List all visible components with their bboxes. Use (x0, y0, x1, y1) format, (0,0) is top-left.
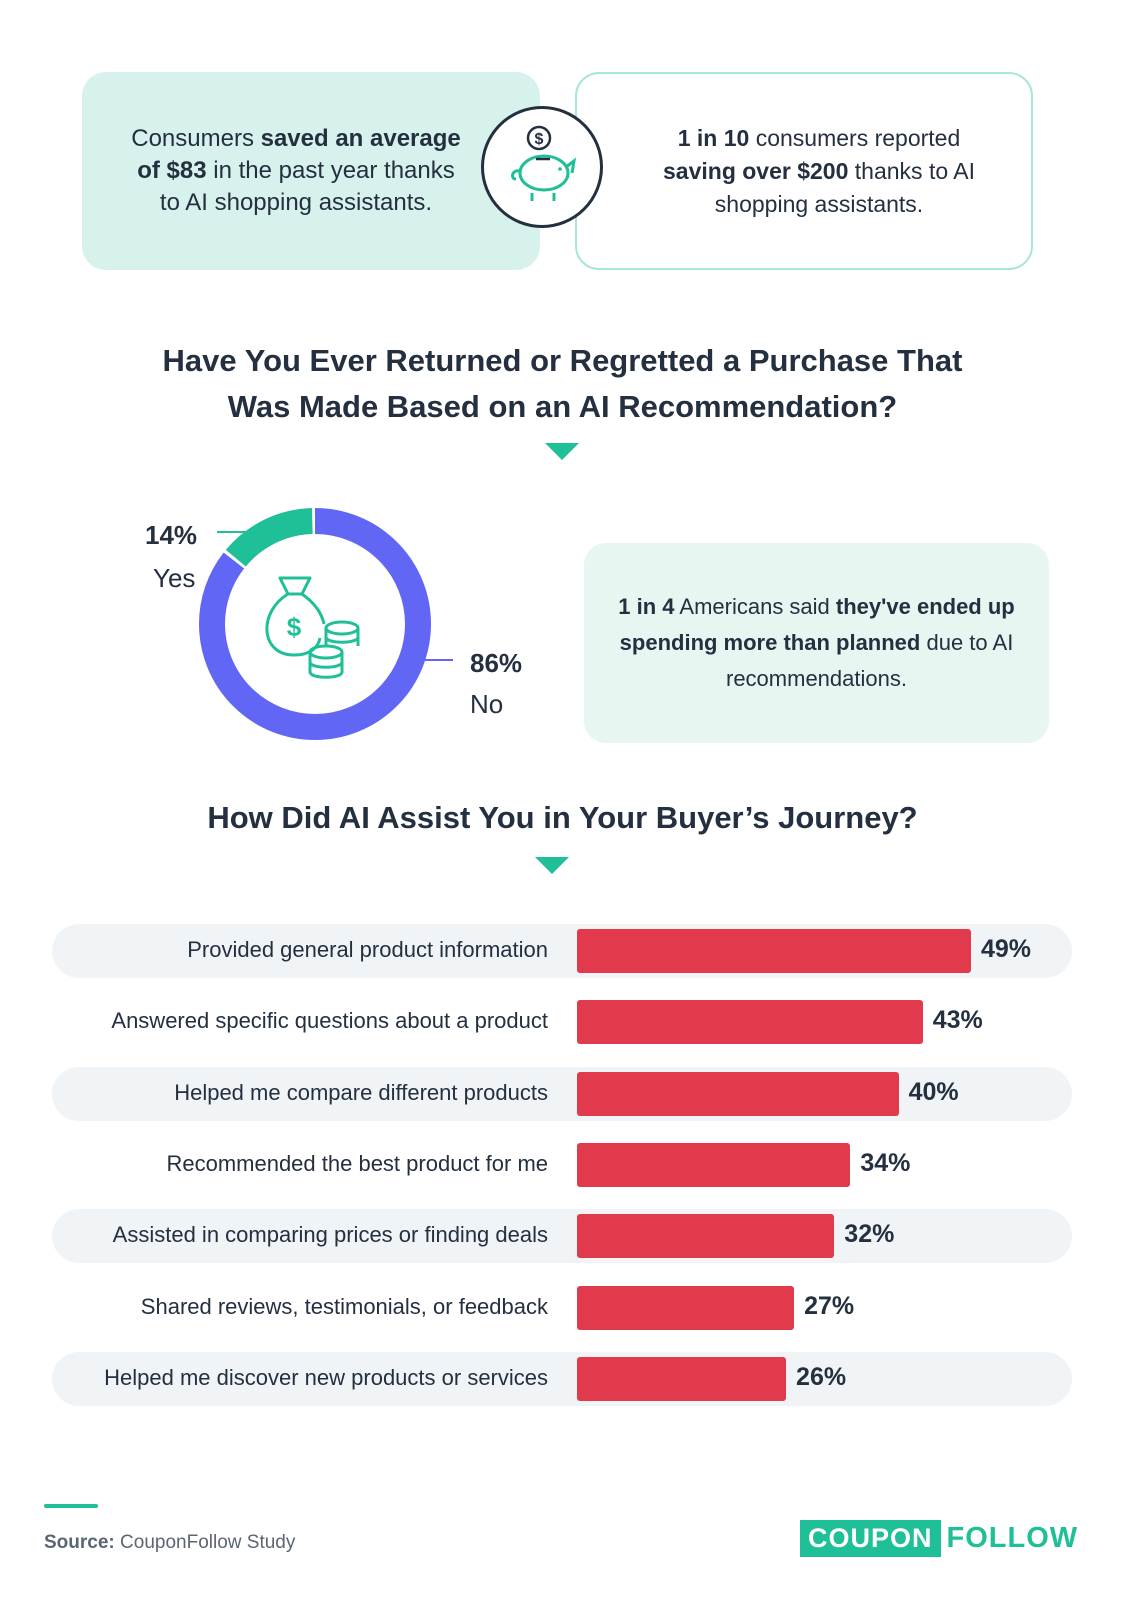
bar-category-label: Helped me discover new products or servi… (104, 1364, 548, 1390)
bar-category-label: Assisted in comparing prices or finding … (112, 1222, 548, 1248)
bar-value-label: 26% (796, 1362, 847, 1391)
stat-highlight: saved an average of $83 (137, 125, 461, 184)
stat-text-average-savings: Consumers saved an average of $83 in the… (131, 123, 461, 219)
note-highlight: 1 in 4 (618, 594, 675, 619)
stat-text-part: thanks to AI shopping assistants. (714, 157, 975, 217)
section-title-line: Was Made Based on an AI Recommendation? (227, 389, 898, 424)
bar-mark (577, 929, 971, 973)
bar-value-label: 34% (860, 1148, 911, 1177)
source-note: Source: CouponFollow Study (44, 1532, 295, 1554)
bar-mark (577, 1000, 923, 1045)
stat-text-part: in the past year thanks to AI shopping a… (159, 157, 455, 216)
svg-text:$: $ (535, 131, 544, 148)
section-title-returned-regretted: Have You Ever Returned or Regretted a Pu… (0, 338, 1125, 430)
stat-card-over-200: 1 in 10 consumers reported saving over $… (575, 72, 1033, 270)
bar-value-label: 32% (844, 1220, 895, 1249)
bar-category-label: Shared reviews, testimonials, or feedbac… (140, 1293, 548, 1319)
donut-slice-no (199, 508, 431, 740)
bar-row-background (52, 1209, 1072, 1264)
bar-row-background (52, 1351, 1072, 1406)
down-triangle-icon (545, 443, 579, 460)
section-title-buyers-journey: How Did AI Assist You in Your Buyer’s Jo… (207, 800, 918, 835)
logo-coupon: COUPON (800, 1519, 941, 1557)
bar-value-label: 43% (932, 1006, 983, 1035)
bar-category-label: Provided general product information (187, 937, 548, 962)
source-text: CouponFollow Study (114, 1532, 296, 1553)
piggy-bank-icon-circle: $ (481, 106, 603, 228)
section-title-line: Have You Ever Returned or Regretted a Pu… (162, 343, 963, 378)
bar-mark (577, 1285, 795, 1330)
donut-value-yes: 14% (145, 520, 198, 550)
bar-mark (577, 1356, 787, 1401)
note-text-part: due to AI recommendations. (726, 630, 1014, 691)
bar-mark (577, 1071, 899, 1116)
svg-text:$: $ (287, 612, 302, 642)
donut-chart: $ (199, 508, 453, 740)
note-text: 1 in 4 Americans said they've ended up s… (617, 589, 1017, 697)
bar-category-label: Helped me compare different products (174, 1079, 548, 1105)
note-text-part: Americans said (674, 594, 836, 619)
bar-category-label: Answered specific questions about a prod… (111, 1008, 548, 1034)
bar-value-label: 27% (804, 1291, 855, 1320)
piggy-bank-dollar-icon: $ (511, 125, 577, 201)
stat-text-part: consumers reported (749, 124, 961, 151)
donut-value-no: 86% (470, 648, 523, 678)
bar-mark (577, 1214, 835, 1259)
stat-card-average-savings: Consumers saved an average of $83 in the… (82, 72, 540, 270)
bar-value-label: 49% (981, 935, 1032, 963)
stat-text-part: Consumers (131, 125, 261, 152)
donut-label-no: No (470, 689, 504, 719)
spending-more-note-card: 1 in 4 Americans said they've ended up s… (584, 543, 1049, 743)
note-highlight: they've ended up spending more than plan… (619, 594, 1015, 655)
stat-text-over-200: 1 in 10 consumers reported saving over $… (639, 122, 999, 221)
bar-mark (577, 1142, 851, 1187)
logo-follow: FOLLOW (946, 1521, 1079, 1554)
bar-row-background (52, 1066, 1072, 1121)
stat-highlight: saving over $200 (663, 157, 849, 184)
bar-category-label: Recommended the best product for me (166, 1150, 548, 1176)
money-bag-coins-icon: $ (265, 576, 360, 679)
donut-label-yes: Yes (153, 563, 196, 593)
source-label: Source: (44, 1532, 115, 1553)
couponfollow-logo: COUPON FOLLOW (800, 1516, 1078, 1560)
source-accent-line (44, 1504, 98, 1508)
stat-highlight: 1 in 10 (677, 124, 750, 151)
down-triangle-icon (535, 857, 569, 874)
bar-value-label: 40% (908, 1077, 959, 1106)
